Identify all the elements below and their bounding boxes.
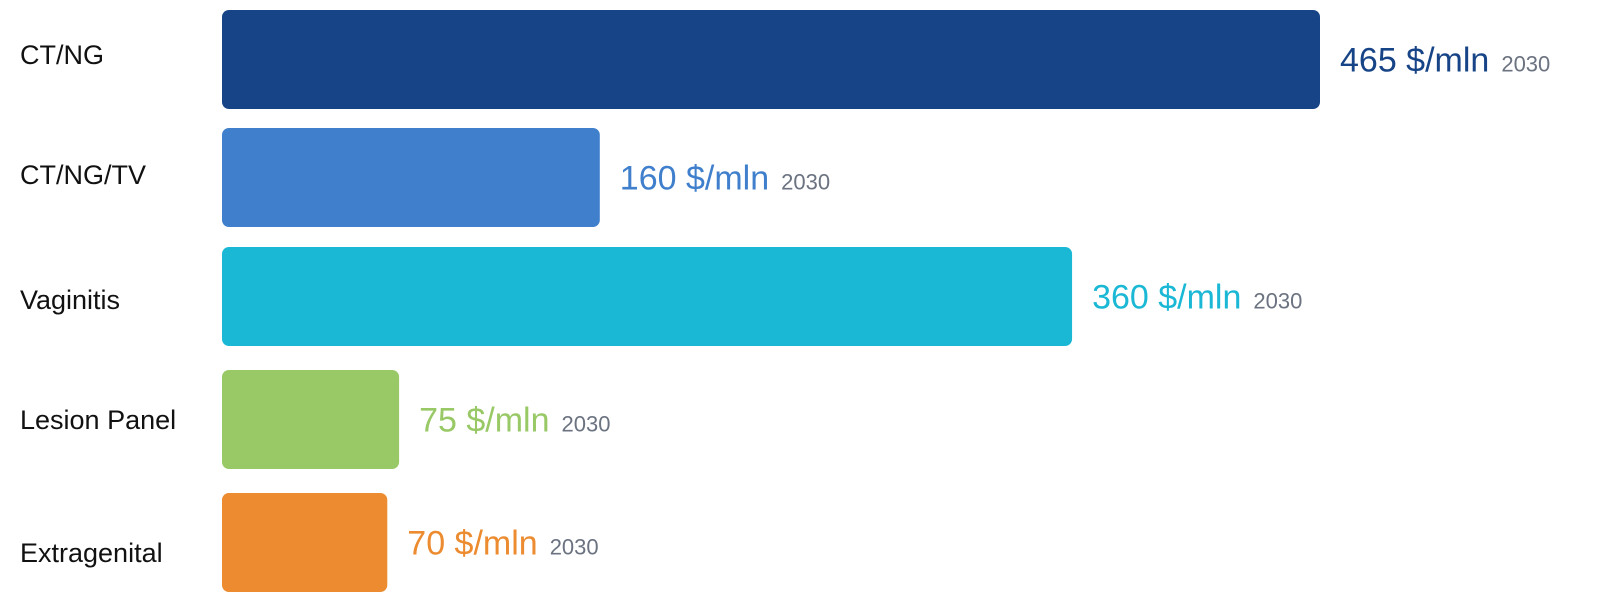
category-label: CT/NG (20, 40, 104, 70)
value-amount: 360 $/mln (1092, 279, 1241, 317)
value-label: 75 $/mln 2030 (419, 402, 610, 440)
value-year: 2030 (1253, 289, 1302, 314)
category-label: Vaginitis (20, 285, 120, 315)
value-year: 2030 (550, 535, 599, 560)
value-label: 160 $/mln 2030 (620, 160, 830, 198)
bar-ct-ng (222, 10, 1320, 109)
bar-extragenital (222, 493, 388, 592)
category-label: CT/NG/TV (20, 160, 146, 190)
bar-lesion-panel (222, 370, 400, 469)
value-amount: 465 $/mln (1340, 42, 1489, 80)
value-label: 465 $/mln 2030 (1340, 42, 1550, 80)
category-label: Extragenital (20, 538, 163, 568)
category-label: Lesion Panel (20, 405, 176, 435)
value-amount: 70 $/mln (407, 525, 537, 563)
value-year: 2030 (562, 412, 611, 437)
bar-vaginitis (222, 247, 1073, 346)
value-label: 360 $/mln 2030 (1092, 279, 1302, 317)
bar-ct-ng-tv (222, 128, 600, 227)
value-year: 2030 (1501, 52, 1550, 77)
value-year: 2030 (781, 170, 830, 195)
value-label: 70 $/mln 2030 (407, 525, 598, 563)
value-amount: 160 $/mln (620, 160, 769, 198)
value-amount: 75 $/mln (419, 402, 549, 440)
